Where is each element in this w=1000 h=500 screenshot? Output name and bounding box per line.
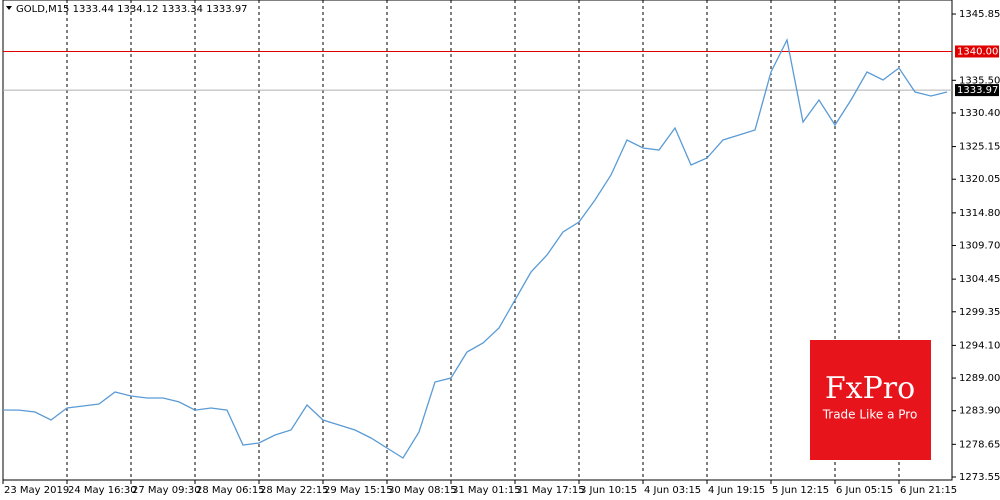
x-tick-label: 4 Jun 19:15 (708, 485, 765, 496)
x-tick-label: 28 May 06:15 (196, 485, 265, 496)
x-tick-label: 31 May 01:15 (452, 485, 521, 496)
y-tick-label: 1325.15 (959, 142, 1000, 153)
x-tick-label: 28 May 22:15 (260, 485, 329, 496)
chart-title: GOLD,M15 1333.44 1334.12 1333.34 1333.97 (16, 4, 248, 15)
x-tick-label: 23 May 2019 (4, 485, 69, 496)
price-line (2, 38, 948, 459)
y-tick-label: 1304.45 (959, 274, 1000, 285)
y-tick-label: 1278.65 (959, 439, 1000, 450)
level-label: 1340.00 (957, 46, 998, 57)
y-tick-label: 1320.05 (959, 174, 1000, 185)
x-tick-label: 30 May 08:15 (388, 485, 457, 496)
level-label: 1333.97 (957, 85, 998, 96)
x-tick-label: 3 Jun 10:15 (580, 485, 637, 496)
x-tick-label: 29 May 15:15 (324, 485, 393, 496)
y-tick-label: 1330.40 (959, 108, 1000, 119)
menu-arrow (6, 6, 12, 10)
x-tick-label: 27 May 09:30 (132, 485, 201, 496)
y-tick-label: 1289.00 (959, 373, 1000, 384)
y-tick-label: 1283.90 (959, 406, 1000, 417)
level-label-box (955, 45, 999, 58)
x-tick-label: 24 May 16:30 (68, 485, 137, 496)
x-tick-label: 4 Jun 03:15 (644, 485, 701, 496)
y-tick-label: 1335.50 (959, 75, 1000, 86)
y-tick-label: 1294.10 (959, 340, 1000, 351)
y-tick-label: 1273.55 (959, 472, 1000, 483)
x-tick-label: 6 Jun 05:15 (836, 485, 893, 496)
plot-frame (2, 0, 953, 481)
logo-box (810, 340, 931, 460)
y-tick-label: 1314.80 (959, 208, 1000, 219)
x-tick-label: 6 Jun 21:15 (900, 485, 957, 496)
y-tick-label: 1309.70 (959, 241, 1000, 252)
x-tick-label: 5 Jun 12:15 (772, 485, 829, 496)
logo-name: FxPro (825, 371, 915, 406)
x-tick-label: 31 May 17:15 (516, 485, 585, 496)
y-tick-label: 1299.35 (959, 307, 1000, 318)
level-label-box (955, 84, 999, 97)
y-tick-label: 1345.85 (959, 9, 1000, 20)
logo-tagline: Trade Like a Pro (822, 408, 918, 422)
